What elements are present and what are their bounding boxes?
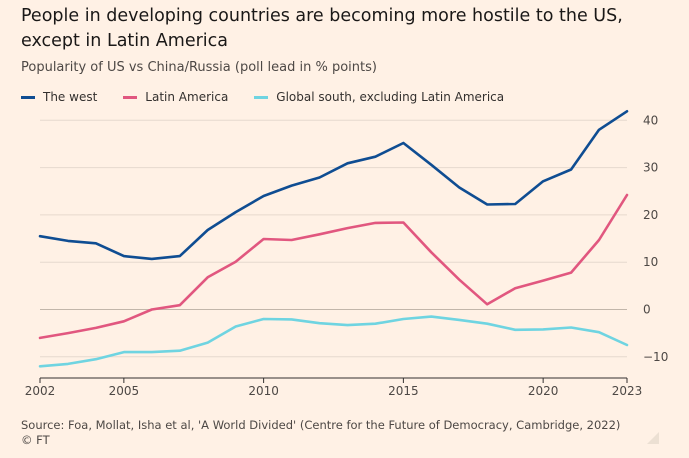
chart-subtitle: Popularity of US vs China/Russia (poll l…	[21, 60, 377, 75]
y-tick-label: 20	[643, 208, 658, 222]
x-tick-labels: 2002 2005 2010 2015 2020 2023	[25, 384, 643, 398]
legend-item-the-west: The west	[21, 90, 97, 104]
legend-swatch-latin-america	[123, 95, 138, 99]
ft-credit: © FT	[21, 433, 50, 447]
series-lines	[38, 110, 629, 368]
y-tick-label: −10	[643, 350, 668, 364]
corner-mark	[647, 432, 659, 444]
series-global-south	[38, 315, 629, 368]
legend-label-latin-america: Latin America	[145, 90, 229, 104]
x-tick-label: 2010	[248, 384, 279, 398]
series-the-west	[38, 110, 629, 261]
y-tick-labels: −10 0 10 20 30 40	[643, 113, 668, 363]
chart-title: People in developing countries are becom…	[21, 6, 623, 51]
x-tick-label: 2015	[388, 384, 419, 398]
legend: The west Latin America Global south, exc…	[21, 89, 530, 105]
x-tick-label: 2005	[109, 384, 140, 398]
series-latin-america	[38, 193, 629, 340]
legend-label-global-south: Global south, excluding Latin America	[276, 90, 505, 104]
gridlines	[40, 119, 627, 358]
legend-swatch-the-west	[21, 95, 35, 99]
source-note: Source: Foa, Mollat, Isha et al, 'A Worl…	[21, 418, 621, 432]
legend-label-the-west: The west	[43, 90, 98, 104]
x-tick-label: 2020	[528, 384, 559, 398]
y-tick-label: 0	[643, 303, 651, 317]
y-tick-label: 30	[643, 161, 658, 175]
x-tick-label: 2023	[612, 384, 643, 398]
x-axis	[39, 377, 628, 383]
y-tick-label: 40	[643, 113, 658, 127]
legend-item-latin-america: Latin America	[123, 90, 228, 104]
legend-item-global-south: Global south, excluding Latin America	[254, 90, 504, 104]
x-tick-label: 2002	[25, 384, 56, 398]
y-tick-label: 10	[643, 255, 658, 269]
legend-swatch-global-south	[254, 95, 269, 99]
